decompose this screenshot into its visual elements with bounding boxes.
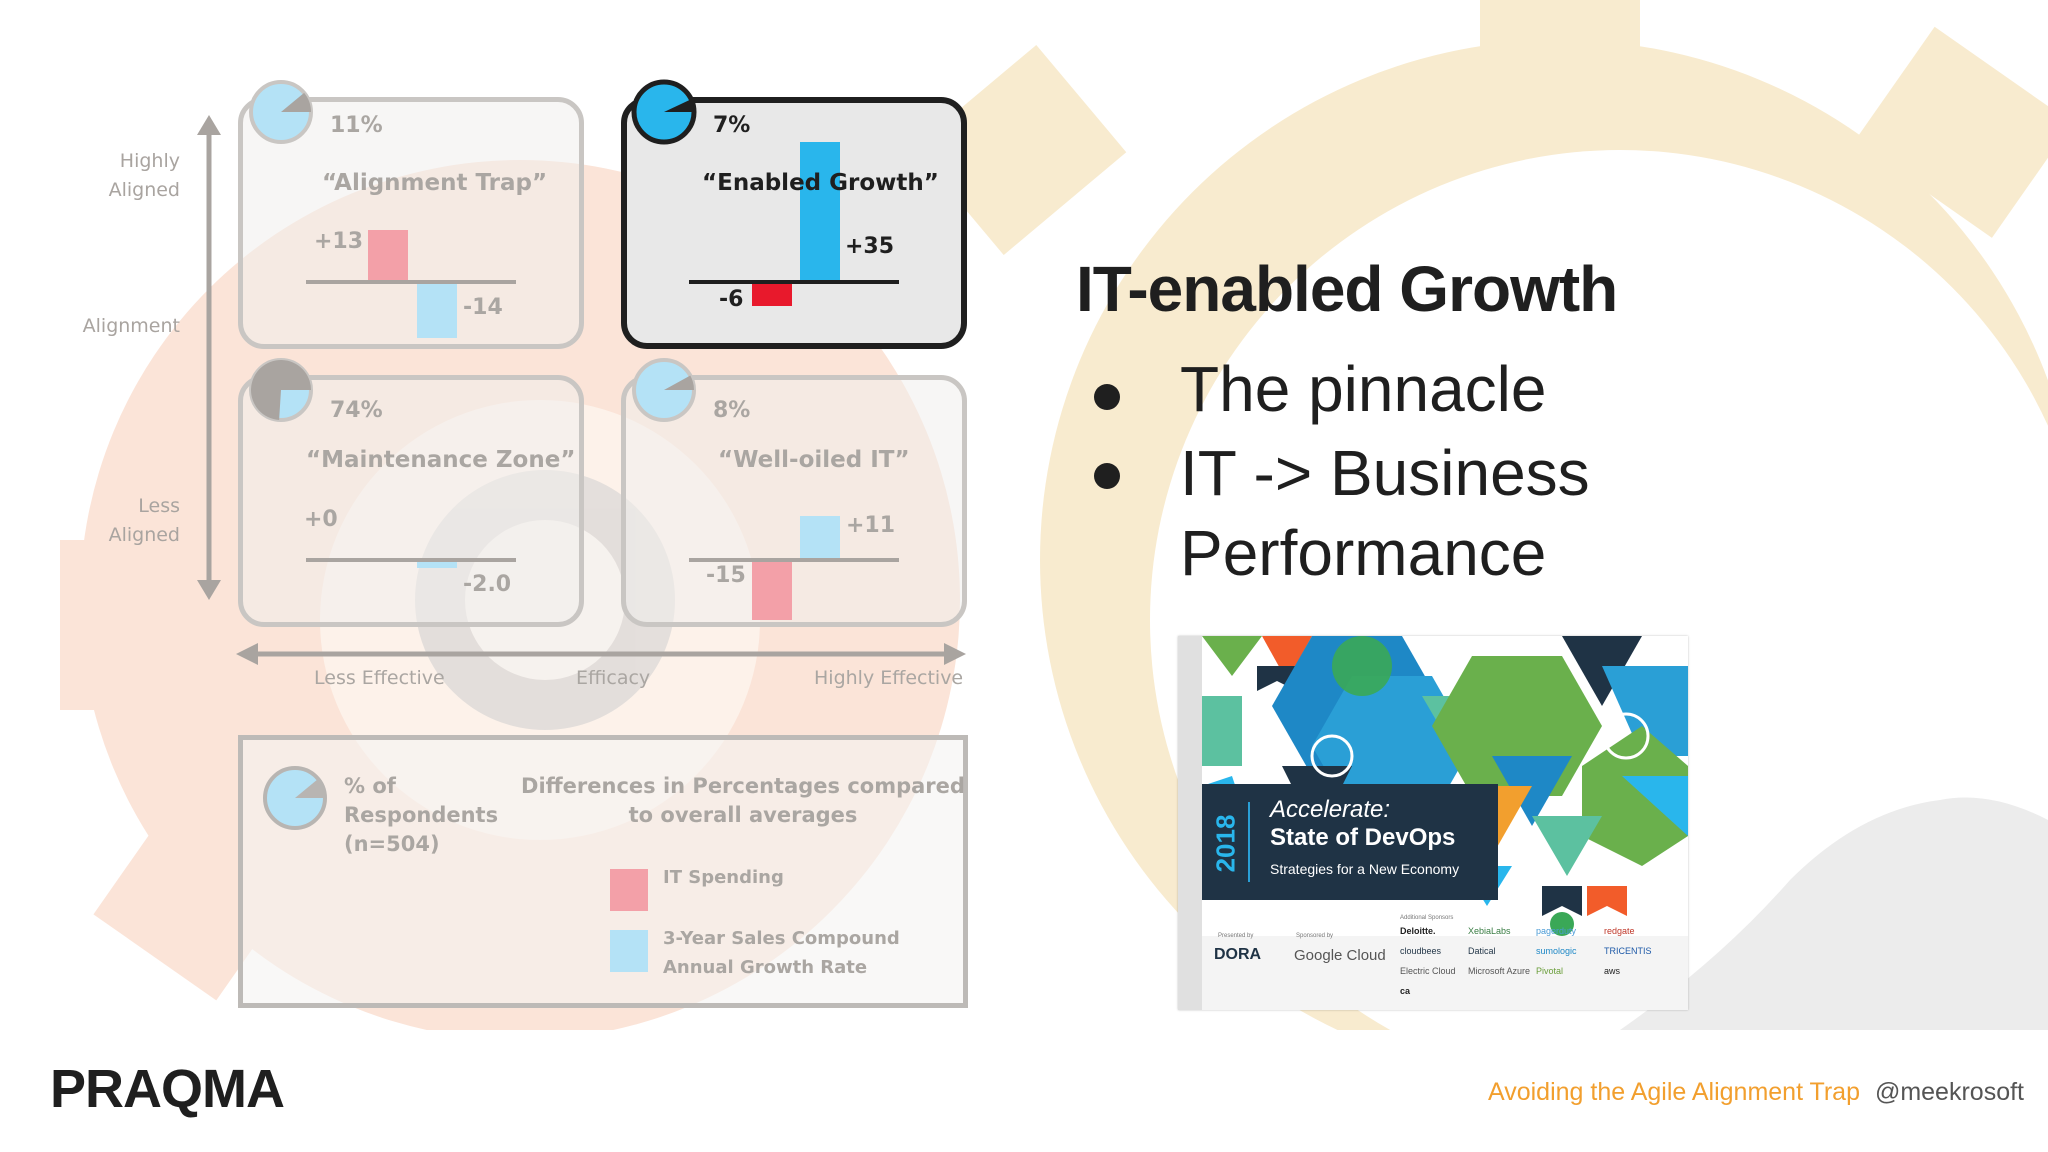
sponsor-logo: Datical [1468, 946, 1496, 956]
report-presenter: DORA [1214, 946, 1262, 963]
report-additional-sponsors: Additional Sponsors [1400, 915, 1454, 921]
sponsor-logo: Electric Cloud [1400, 966, 1456, 976]
legend-pie-icon [263, 766, 327, 830]
quadrant-it-label: +0 [304, 507, 338, 532]
report-cover-image: 2018 Accelerate: State of DevOps Strateg… [1178, 636, 1688, 1010]
legend-swatch-growth [610, 930, 648, 972]
quadrant-title: “Alignment Trap” [322, 170, 548, 196]
quadrant-percent: 74% [330, 398, 383, 423]
quadrant-percent: 11% [330, 113, 383, 138]
talk-title: Avoiding the Agile Alignment Trap [1487, 1078, 1860, 1106]
it-spending-bar [752, 560, 792, 620]
report-sponsored-by: Sponsored by [1296, 933, 1334, 939]
sponsor-logo: aws [1604, 966, 1621, 976]
axis-label-less-aligned: Less Aligned [108, 495, 180, 546]
legend-box [238, 735, 968, 1008]
legend-swatch-it-spending [610, 869, 648, 911]
quadrant-title: “Enabled Growth” [702, 170, 939, 196]
footer-caption: Avoiding the Agile Alignment Trap @meekr… [1488, 1078, 2024, 1107]
sponsor-logo: pagerduty [1536, 926, 1577, 936]
sponsor-logo: sumologic [1536, 946, 1577, 956]
sponsor-logo: redgate [1604, 926, 1635, 936]
quadrant-growth-label: -2.0 [463, 572, 512, 597]
it-spending-bar [752, 282, 792, 306]
legend-growth-label: 3-Year Sales Compound Annual Growth Rate [663, 928, 900, 978]
quadrant-percent: 7% [713, 113, 751, 138]
quadrant-it-label: +13 [314, 229, 364, 254]
report-sponsor-logos: Deloitte. XebiaLabs pagerduty redgate cloudb… [1400, 926, 1680, 996]
slide-heading: IT-enabled Growth [1076, 253, 1618, 325]
growth-bar [800, 516, 840, 560]
gray-band-shape [1620, 797, 2048, 1030]
report-title-panel: 2018 Accelerate: State of DevOps Strateg… [1202, 784, 1498, 900]
report-year: 2018 [1210, 814, 1241, 873]
bullet-dot [1094, 463, 1120, 489]
quadrant-growth-label: +11 [846, 513, 896, 538]
quadrant-growth-label: +35 [845, 234, 895, 259]
quadrant-pie-slice [664, 375, 695, 390]
quadrant-title: “Well-oiled IT” [718, 447, 910, 473]
sponsor-logo: Deloitte. [1400, 926, 1436, 936]
it-spending-bar [368, 230, 408, 282]
quadrant-it-label: -15 [706, 563, 746, 588]
growth-bar [417, 560, 457, 568]
report-presented-by: Presented by [1218, 933, 1254, 939]
report-spine [1178, 636, 1202, 1010]
quadrant-pie-slice [281, 92, 311, 112]
axis-label-highly-aligned: Highly Aligned [108, 150, 180, 201]
efficacy-axis-arrow [236, 643, 966, 665]
sponsor-logo: Pivotal [1536, 966, 1564, 976]
growth-bar [800, 142, 840, 282]
footer: PRAQMA Avoiding the Agile Alignment Trap… [0, 1030, 2048, 1152]
quadrant-title: “Maintenance Zone” [306, 447, 576, 473]
quadrant-pie-slice [664, 99, 695, 112]
praqma-logo: PRAQMA [50, 1058, 285, 1120]
quadrant-growth-label: -14 [463, 295, 503, 320]
quadrant-enabled-growth [621, 97, 967, 349]
alignment-axis-arrow [197, 115, 221, 600]
legend-pie-label: % of Respondents (n=504) [344, 774, 499, 856]
report-sponsor: Google Cloud [1294, 947, 1386, 964]
legend-it-spending-label: IT Spending [663, 867, 784, 888]
bullet-dot [1094, 384, 1120, 410]
sponsor-logo: TRICENTIS [1604, 946, 1652, 956]
report-subtitle: Strategies for a New Economy [1270, 861, 1460, 877]
praqma-logo-text: PRAQMA [50, 1059, 285, 1119]
quadrant-it-label: -6 [719, 287, 744, 312]
growth-bar [417, 282, 457, 338]
axis-label-efficacy: Efficacy [576, 667, 651, 689]
legend-diff-title: Differences in Percentages compared to o… [521, 774, 965, 827]
sponsor-logo: XebiaLabs [1468, 926, 1511, 936]
report-title: State of DevOps [1270, 824, 1456, 851]
quadrant-charts [249, 79, 899, 620]
report-title-italic: Accelerate: [1270, 796, 1391, 823]
quadrant-pie-slice [251, 360, 311, 420]
sponsor-logo: cloudbees [1400, 946, 1442, 956]
sponsor-logo: Microsoft Azure [1468, 966, 1531, 976]
axis-label-highly-effective: Highly Effective [814, 667, 964, 689]
quadrant-percent: 8% [713, 398, 751, 423]
sponsor-logo: ca [1400, 986, 1411, 996]
bullet-item: The pinnacle [1180, 353, 1547, 425]
bullet-item: IT -> Business Performance [1180, 437, 1590, 589]
twitter-handle: @meekrosoft [1874, 1078, 2024, 1106]
axis-label-less-effective: Less Effective [314, 667, 445, 689]
axis-label-alignment: Alignment [82, 315, 180, 337]
